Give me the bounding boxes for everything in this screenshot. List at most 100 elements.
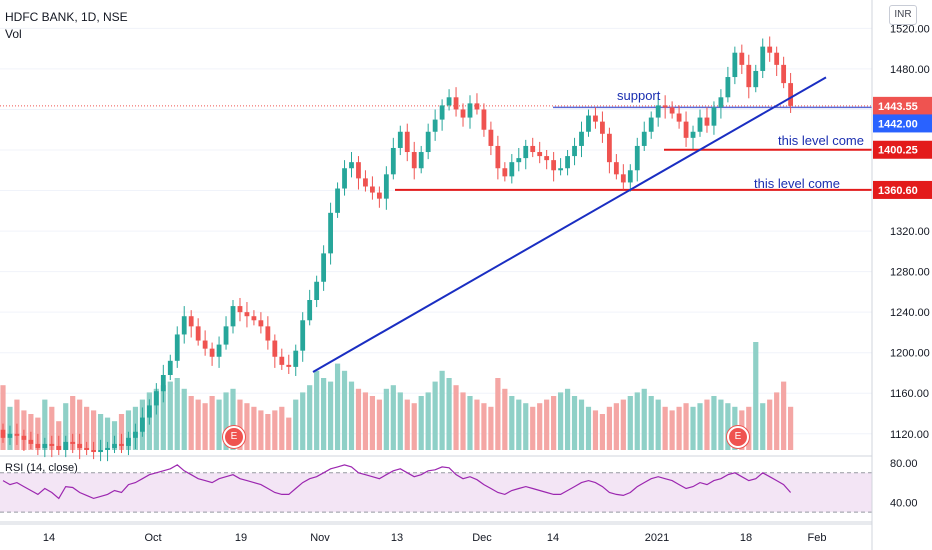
- volume-bar: [516, 399, 522, 450]
- volume-bar: [760, 403, 766, 450]
- annotation-level-1[interactable]: this level come: [778, 133, 864, 148]
- volume-bar: [341, 370, 348, 450]
- volume-bar: [502, 388, 508, 450]
- candle-body: [641, 131, 647, 146]
- volume-bar: [509, 396, 515, 450]
- candle-body: [195, 326, 201, 341]
- price-tick-label: 1320.00: [890, 226, 930, 238]
- candle-body: [14, 433, 20, 436]
- volume-bar: [530, 406, 536, 450]
- candle-body: [502, 168, 508, 177]
- candle-body: [767, 46, 773, 53]
- volume-bar: [446, 378, 452, 450]
- candle-body: [349, 162, 354, 169]
- volume-bar: [244, 403, 250, 450]
- candle-body: [146, 405, 152, 418]
- earnings-marker[interactable]: E: [223, 426, 245, 448]
- candle-body: [216, 344, 222, 357]
- candle-body: [335, 188, 340, 213]
- volume-bar: [669, 410, 675, 450]
- candle-body: [662, 105, 668, 108]
- volume-bar: [251, 406, 257, 450]
- candle-body: [230, 306, 236, 327]
- volume-bar: [84, 406, 90, 450]
- candle-body: [634, 145, 640, 171]
- candle-body: [202, 340, 208, 349]
- volume-bar: [571, 396, 578, 450]
- candle-body: [676, 113, 682, 122]
- price-tick-label: 1240.00: [890, 307, 930, 319]
- volume-bar: [118, 414, 125, 450]
- candle-body: [732, 52, 738, 78]
- price-marker-label: 1442.00: [878, 118, 918, 130]
- volume-bar: [188, 396, 194, 450]
- volume-bar: [690, 406, 696, 450]
- trendline[interactable]: [312, 76, 827, 373]
- volume-bar: [230, 388, 236, 450]
- price-tick-label: 1200.00: [890, 348, 930, 360]
- volume-bar: [453, 385, 459, 450]
- candle-body: [606, 133, 612, 163]
- annotation-support[interactable]: support: [617, 88, 661, 103]
- candle-body: [600, 121, 605, 134]
- candle-body: [697, 117, 703, 132]
- candle-body: [223, 326, 229, 345]
- candle-body: [188, 316, 194, 327]
- volume-bar: [258, 410, 264, 450]
- candle-body: [363, 178, 368, 187]
- candle-body: [558, 168, 563, 171]
- candle-body: [140, 417, 145, 432]
- candle-body: [718, 97, 724, 108]
- candle-body: [530, 145, 536, 153]
- volume-bar: [174, 378, 180, 450]
- volume-bar: [167, 381, 173, 450]
- volume-bar: [620, 399, 626, 450]
- candle-body: [265, 326, 271, 341]
- candle-body: [314, 281, 320, 300]
- volume-bar: [111, 421, 118, 450]
- candle-body: [383, 174, 389, 199]
- candle-body: [523, 145, 529, 159]
- volume-bar: [293, 399, 299, 450]
- candle-body: [98, 450, 103, 453]
- currency-button[interactable]: INR: [889, 5, 917, 25]
- volume-bar: [56, 421, 62, 450]
- volume-bar: [746, 406, 752, 450]
- volume-bar: [181, 388, 187, 450]
- volume-bar: [70, 396, 76, 450]
- volume-bar: [237, 399, 243, 450]
- candle-body: [544, 156, 550, 161]
- volume-bar: [578, 399, 585, 450]
- candle-body: [495, 145, 501, 169]
- volume-bar: [425, 392, 431, 450]
- volume-bar: [334, 363, 341, 450]
- candle-body: [307, 300, 313, 321]
- volume-bar: [91, 410, 97, 450]
- volume-bar: [558, 392, 564, 450]
- candle-body: [725, 77, 731, 98]
- candle-body: [91, 450, 97, 453]
- earnings-marker[interactable]: E: [727, 426, 749, 448]
- candle-body: [244, 312, 250, 317]
- candle-body: [620, 174, 626, 183]
- price-tick-label: 1520.00: [890, 23, 930, 35]
- volume-bar: [788, 406, 794, 450]
- annotation-level-2[interactable]: this level come: [754, 176, 840, 191]
- candle-body: [753, 70, 759, 88]
- candle-body: [565, 156, 570, 169]
- candle-body: [321, 253, 327, 282]
- price-marker-label: 1400.25: [878, 145, 918, 157]
- candle-body: [627, 170, 633, 183]
- volume-bar: [662, 406, 668, 450]
- volume-bar: [216, 399, 222, 450]
- volume-bar: [711, 396, 717, 450]
- candle-body: [167, 360, 173, 375]
- candle-body: [112, 443, 117, 448]
- price-markers: 1443.55 1442.00 1400.25 1360.60: [873, 96, 932, 199]
- volume-bar: [369, 396, 376, 450]
- volume-bar: [641, 388, 647, 450]
- time-tick-label: Oct: [144, 532, 161, 544]
- candle-body: [119, 443, 124, 446]
- volume-bar: [49, 406, 55, 450]
